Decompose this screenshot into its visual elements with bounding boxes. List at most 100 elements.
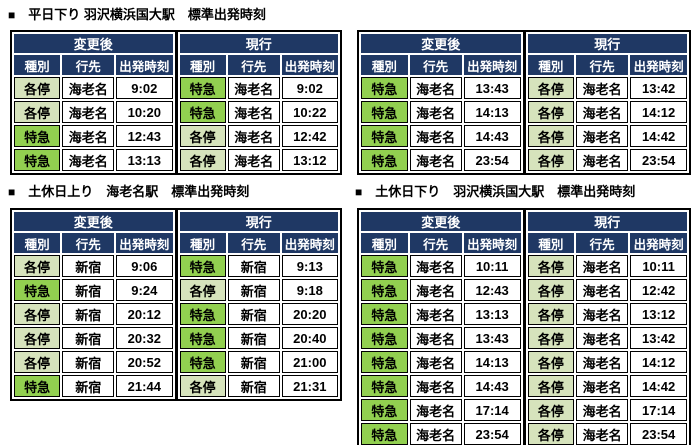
departure-time-cell: 14:13	[463, 351, 521, 373]
destination-cell: 新宿	[62, 279, 115, 301]
table-row: 各停 海老名 14:42	[527, 125, 687, 147]
group-header-current: 現行	[527, 212, 687, 231]
group-header-after: 変更後	[361, 34, 521, 53]
table-row: 特急 海老名 14:43	[361, 125, 521, 147]
destination-cell: 新宿	[227, 255, 280, 277]
column-header-time: 出発時刻	[116, 233, 173, 253]
destination-cell: 新宿	[227, 351, 280, 373]
timetable-holiday-down: 変更後 種別 行先 出発時刻 特急 海老名 10:11 特急 海老名 12:43 特急 海老名 13:1…	[357, 208, 691, 445]
table-row: 特急 新宿 9:13	[179, 255, 338, 277]
table-row: 各停 海老名 13:42	[527, 77, 687, 99]
departure-time-cell: 13:12	[281, 149, 338, 171]
table-row: 特急 新宿 21:00	[179, 351, 338, 373]
departure-time-cell: 13:13	[116, 149, 173, 171]
destination-cell: 海老名	[62, 77, 115, 99]
departure-time-cell: 21:31	[281, 375, 338, 397]
table-row: 特急 海老名 23:54	[361, 149, 521, 171]
table-row: 各停 海老名 13:42	[527, 327, 687, 349]
column-header-type: 種別	[527, 55, 575, 75]
table-row: 各停 海老名 14:12	[527, 101, 687, 123]
train-type-cell: 特急	[179, 77, 226, 99]
timetable-half-after: 変更後 種別 行先 出発時刻 特急 海老名 13:43 特急 海老名 14:13 特急 海老名 14:4…	[359, 32, 523, 173]
table-row: 各停 海老名 10:11	[527, 255, 687, 277]
timetable-half-after: 変更後 種別 行先 出発時刻 各停 海老名 9:02 各停 海老名 10:20 特急 海老名 12:43…	[12, 32, 175, 173]
destination-cell: 新宿	[62, 255, 115, 277]
departure-time-cell: 20:52	[116, 351, 173, 373]
train-type-cell: 特急	[361, 351, 408, 373]
table-title-holiday-down: ■ 土休日下り 羽沢横浜国大駅 標準出発時刻	[355, 184, 635, 200]
group-header-current: 現行	[179, 34, 338, 53]
train-type-cell: 各停	[527, 375, 575, 397]
train-type-cell: 特急	[179, 351, 226, 373]
destination-cell: 新宿	[227, 327, 280, 349]
departure-time-cell: 14:42	[630, 125, 687, 147]
destination-cell: 海老名	[62, 101, 115, 123]
departure-time-cell: 9:02	[281, 77, 338, 99]
destination-cell: 海老名	[576, 255, 629, 277]
destination-cell: 新宿	[227, 279, 280, 301]
destination-cell: 海老名	[409, 125, 462, 147]
destination-cell: 海老名	[409, 327, 462, 349]
group-header-current: 現行	[527, 34, 687, 53]
table-row: 各停 海老名 23:54	[527, 149, 687, 171]
table-row: 特急 海老名 9:02	[179, 77, 338, 99]
table-row: 特急 新宿 20:20	[179, 303, 338, 325]
column-header-time: 出発時刻	[116, 55, 173, 75]
train-type-cell: 特急	[361, 423, 408, 445]
column-header-dest: 行先	[227, 233, 280, 253]
column-header-dest: 行先	[62, 233, 115, 253]
departure-time-cell: 10:22	[281, 101, 338, 123]
table-row: 各停 海老名 14:42	[527, 375, 687, 397]
bullet-square-icon: ■	[8, 185, 16, 199]
train-type-cell: 特急	[14, 149, 61, 171]
departure-time-cell: 9:06	[116, 255, 173, 277]
table-row: 各停 新宿 9:06	[14, 255, 173, 277]
destination-cell: 海老名	[576, 303, 629, 325]
train-type-cell: 各停	[179, 279, 226, 301]
train-type-cell: 特急	[361, 303, 408, 325]
table-row: 各停 新宿 20:12	[14, 303, 173, 325]
destination-cell: 海老名	[576, 125, 629, 147]
column-header-type: 種別	[361, 233, 408, 253]
departure-time-cell: 14:12	[630, 101, 687, 123]
destination-cell: 新宿	[62, 375, 115, 397]
train-type-cell: 各停	[527, 399, 575, 421]
train-type-cell: 特急	[361, 77, 408, 99]
table-title-text: 土休日下り 羽沢横浜国大駅 標準出発時刻	[375, 184, 636, 199]
table-row: 各停 新宿 20:52	[14, 351, 173, 373]
column-header-row: 種別 行先 出発時刻	[527, 233, 687, 253]
destination-cell: 海老名	[227, 125, 280, 147]
train-type-cell: 各停	[527, 327, 575, 349]
group-header-current: 現行	[179, 212, 338, 231]
departure-time-cell: 20:12	[116, 303, 173, 325]
group-header-row: 変更後	[361, 212, 521, 231]
group-header-row: 現行	[527, 34, 687, 53]
departure-time-cell: 14:12	[630, 351, 687, 373]
destination-cell: 海老名	[576, 327, 629, 349]
train-type-cell: 特急	[361, 255, 408, 277]
table-row: 特急 海老名 14:13	[361, 351, 521, 373]
destination-cell: 海老名	[227, 101, 280, 123]
destination-cell: 海老名	[62, 149, 115, 171]
column-header-dest: 行先	[576, 55, 629, 75]
departure-time-cell: 9:02	[116, 77, 173, 99]
departure-time-cell: 12:43	[116, 125, 173, 147]
timetable-half-current: 現行 種別 行先 出発時刻 特急 新宿 9:13 各停 新宿 9:18 特急 新宿 20:20 特急 新宿 2…	[178, 210, 341, 399]
table-row: 各停 海老名 13:12	[527, 303, 687, 325]
departure-time-cell: 10:20	[116, 101, 173, 123]
train-type-cell: 特急	[179, 255, 226, 277]
departure-time-cell: 20:40	[281, 327, 338, 349]
train-type-cell: 各停	[179, 375, 226, 397]
table-row: 各停 新宿 21:31	[179, 375, 338, 397]
train-type-cell: 各停	[14, 255, 61, 277]
table-row: 各停 海老名 12:42	[179, 125, 338, 147]
departure-time-cell: 20:20	[281, 303, 338, 325]
table-middle-divider	[174, 210, 178, 399]
column-header-dest: 行先	[62, 55, 115, 75]
train-type-cell: 特急	[179, 327, 226, 349]
table-row: 特急 海老名 23:54	[361, 423, 521, 445]
destination-cell: 新宿	[227, 375, 280, 397]
destination-cell: 海老名	[409, 303, 462, 325]
train-type-cell: 特急	[14, 375, 61, 397]
